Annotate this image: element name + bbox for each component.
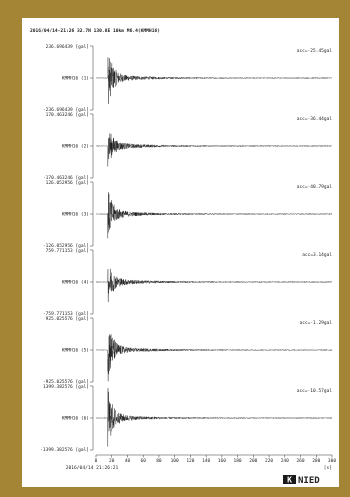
trace-station-label: KMMH16 (4) [62,280,89,286]
trace-acc-label: acc=3.14gal [302,252,332,258]
trace-min-label: -1399.382576 [gal] [40,447,89,453]
seismogram-panel: 2016/04/14-21:26 32.7N 130.8E 10km M6.4(… [22,18,339,487]
x-tick-label: 280 [312,458,320,464]
x-tick-label: 0 [95,458,98,464]
trace-max-label: 759.771153 [gal] [46,248,89,254]
x-tick-label: 100 [171,458,179,464]
start-time-label: 2016/04/14 21:26:21 [66,465,119,471]
trace-station-label: KMMH16 (5) [62,348,89,354]
trace-min-label: -925.025576 [gal] [43,379,89,385]
nied-logo-mark-box [283,475,296,484]
trace-station-label: KMMH16 (6) [62,416,89,422]
nied-logo-text: NIED [298,476,320,486]
waveform-line [95,268,333,303]
x-tick-label: 220 [265,458,273,464]
x-tick-label: 300 [328,458,336,464]
trace-1: 236.696439 [gal] -236.696439 [gal] KMMH16 … [43,44,332,113]
trace-max-label: 126.052956 [gal] [46,180,89,186]
trace-min-label: -170.463246 [gal] [43,175,89,181]
waveform-chart: 2016/04/14-21:26 32.7N 130.8E 10km M6.4(… [30,28,336,486]
trace-3: 126.052956 [gal] -126.052956 [gal] KMMH16 … [43,180,332,249]
x-tick-label: 160 [218,458,226,464]
trace-acc-label: acc=-36.44gal [297,116,333,122]
chart-title: 2016/04/14-21:26 32.7N 130.8E 10km M6.4(… [30,28,160,34]
trace-5: 925.025576 [gal] -925.025576 [gal] KMMH16 … [43,316,332,385]
waveform-line [95,388,333,447]
time-axis: 0 20 40 60 80 100 120 140 160 180 200 220 240 260 280 3… [95,454,336,464]
trace-min-label: -236.696439 [gal] [43,107,89,113]
trace-acc-label: acc=-40.79gal [297,184,333,190]
trace-max-label: 1399.382576 [gal] [43,384,89,390]
trace-acc-label: acc=-25.45gal [297,48,333,54]
trace-station-label: KMMH16 (1) [62,76,89,82]
trace-2: 170.463246 [gal] -170.463246 [gal] KMMH16 … [43,112,332,181]
waveform-line [95,133,333,167]
x-tick-label: 260 [296,458,304,464]
trace-min-label: -126.052956 [gal] [43,243,89,249]
x-tick-label: 120 [186,458,194,464]
trace-acc-label: acc=-10.57gal [297,388,333,394]
x-tick-label: 140 [202,458,210,464]
trace-max-label: 170.463246 [gal] [46,112,89,118]
trace-station-label: KMMH16 (3) [62,212,89,218]
nied-logo: K NIED [283,475,320,486]
x-tick-label: 240 [281,458,289,464]
waveform-line [95,334,333,382]
nied-logo-mark: K [287,476,292,485]
trace-min-label: -759.771153 [gal] [43,311,89,317]
trace-station-label: KMMH16 (2) [62,144,89,150]
x-unit-label: [s] [324,465,332,471]
x-tick-label: 180 [234,458,242,464]
trace-max-label: 236.696439 [gal] [46,44,89,50]
traces-layer: 236.696439 [gal] -236.696439 [gal] KMMH16 … [40,44,332,453]
x-tick-label: 80 [156,458,162,464]
waveform-line [95,57,333,104]
trace-4: 759.771153 [gal] -759.771153 [gal] KMMH16 … [43,248,332,317]
x-tick-label: 20 [109,458,115,464]
x-tick-label: 200 [249,458,257,464]
x-tick-label: 40 [125,458,131,464]
x-tick-label: 60 [140,458,146,464]
trace-max-label: 925.025576 [gal] [46,316,89,322]
waveform-line [95,192,333,239]
trace-6: 1399.382576 [gal] -1399.382576 [gal] KMMH1… [40,384,332,453]
trace-acc-label: acc=-1.29gal [299,320,332,326]
